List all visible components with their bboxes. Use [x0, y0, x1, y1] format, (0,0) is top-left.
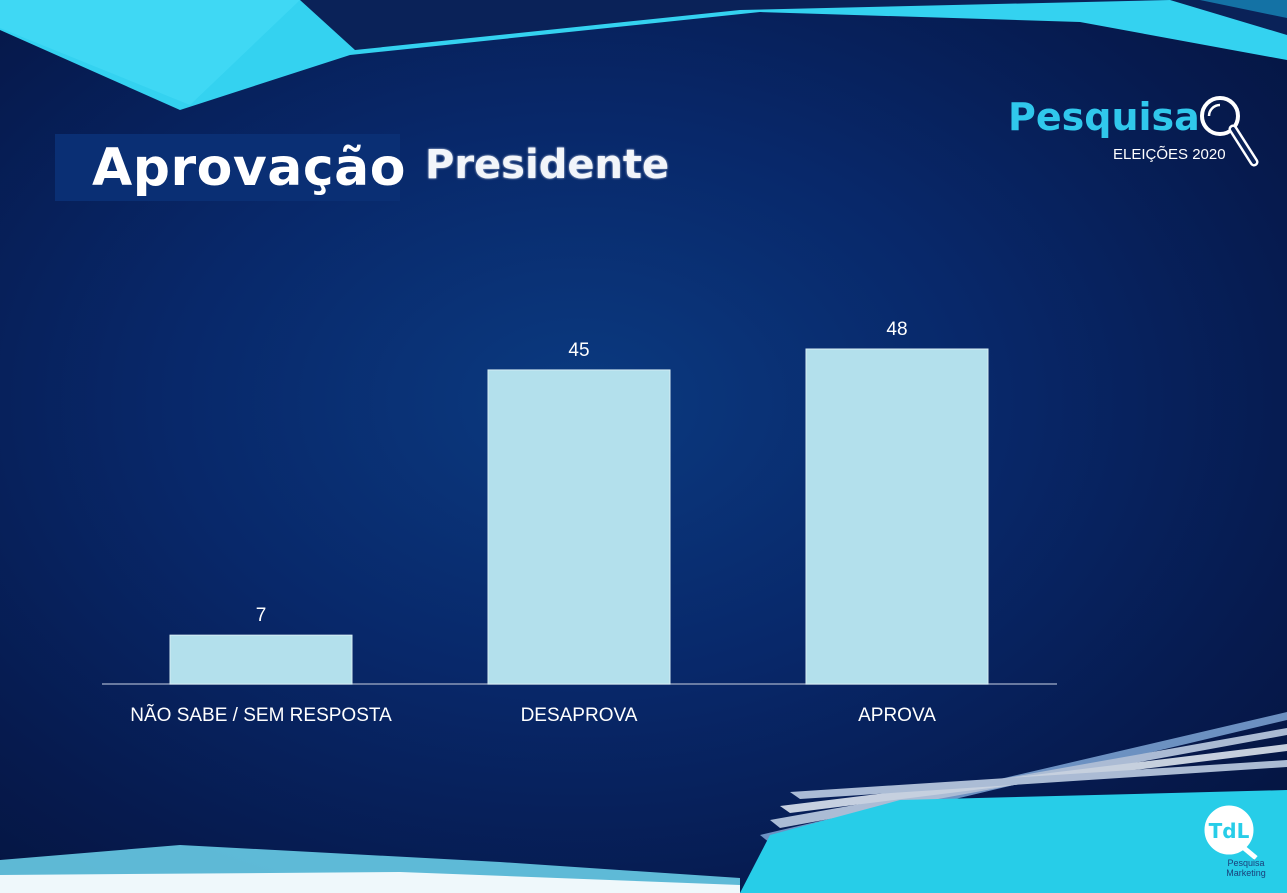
page-subtitle: Presidente: [425, 142, 670, 188]
tdl-logo-caption-line1: Pesquisa: [1227, 858, 1265, 868]
tdl-logo-caption: Pesquisa Marketing: [1216, 858, 1276, 878]
tdl-logo-icon: TdL: [1201, 802, 1258, 860]
bar-2: [805, 348, 989, 685]
tdl-logo-mark: TdL: [1209, 819, 1250, 843]
bar-1: [487, 369, 671, 685]
title-background: [55, 134, 400, 201]
brand-tagline: ELEIÇÕES 2020: [1113, 146, 1226, 163]
category-label-0: NÃO SABE / SEM RESPOSTA: [130, 704, 392, 726]
category-label-1: DESAPROVA: [521, 705, 638, 726]
bar-0: [169, 634, 353, 685]
data-label-1: 45: [568, 340, 589, 361]
page-title: Aprovação: [92, 138, 406, 198]
tdl-logo-caption-line2: Marketing: [1226, 868, 1266, 878]
category-label-2: APROVA: [858, 705, 936, 726]
brand-name: Pesquisa: [1008, 95, 1200, 139]
data-label-0: 7: [256, 605, 267, 626]
data-label-2: 48: [886, 319, 907, 340]
magnifier-icon: [1200, 96, 1259, 167]
